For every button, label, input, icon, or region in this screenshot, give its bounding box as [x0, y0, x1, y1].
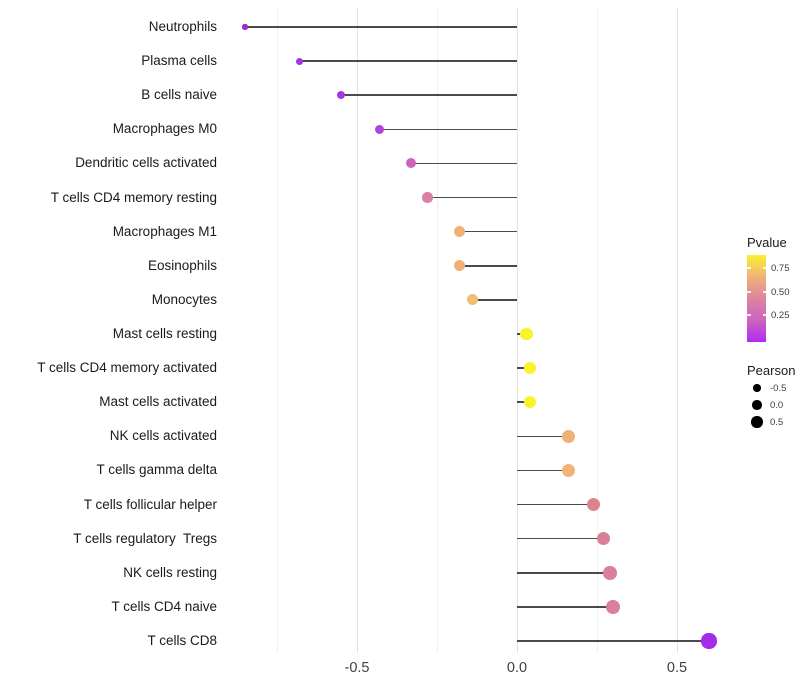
category-label: Mast cells activated	[99, 394, 217, 410]
pvalue-tick-mark	[747, 291, 751, 293]
lollipop-dot	[453, 260, 465, 272]
pearson-legend-dot	[751, 416, 763, 428]
lollipop-dot	[561, 429, 575, 443]
lollipop-stem	[472, 299, 517, 301]
category-label: T cells CD4 naive	[111, 598, 217, 614]
category-label: T cells CD8	[147, 632, 217, 648]
lollipop-dot	[523, 396, 536, 409]
lollipop-dot	[374, 124, 384, 134]
lollipop-dot	[422, 192, 433, 203]
category-label: NK cells activated	[109, 428, 217, 444]
pvalue-tick-label: 0.75	[771, 263, 790, 274]
category-label: Plasma cells	[141, 53, 217, 69]
category-label: Macrophages M1	[112, 223, 217, 239]
pvalue-colorbar	[747, 255, 766, 342]
category-label: T cells regulatory Tregs	[73, 530, 217, 546]
category-label: Macrophages M0	[112, 121, 217, 137]
category-label: B cells naive	[141, 87, 217, 103]
gridline	[436, 8, 438, 653]
category-label: Neutrophils	[148, 19, 217, 34]
lollipop-dot	[523, 361, 536, 375]
lollipop-stem	[245, 26, 517, 28]
pvalue-tick-label: 0.50	[771, 287, 790, 298]
gridline	[356, 8, 358, 653]
lollipop-dot	[561, 463, 575, 477]
gridline	[596, 8, 598, 653]
pvalue-tick-mark	[762, 291, 766, 293]
category-label: T cells gamma delta	[96, 462, 217, 478]
category-label: T cells CD4 memory activated	[37, 360, 217, 376]
lollipop-stem	[517, 640, 709, 642]
pvalue-tick-mark	[762, 314, 766, 316]
lollipop-dot	[336, 91, 346, 100]
lollipop-stem	[459, 230, 517, 233]
x-tick-label: 0.0	[506, 660, 528, 676]
lollipop-dot	[520, 327, 533, 341]
lollipop-dot	[602, 565, 617, 580]
category-label: NK cells resting	[123, 564, 217, 580]
pearson-legend-label: -0.5	[770, 382, 787, 394]
lollipop-stem	[517, 367, 530, 369]
pvalue-tick-label: 0.25	[771, 310, 790, 321]
lollipop-dot	[295, 57, 303, 65]
pearson-legend-label: 0.5	[770, 416, 784, 428]
lollipop-stem	[379, 128, 517, 131]
category-label: Monocytes	[151, 291, 217, 307]
lollipop-dot	[406, 158, 417, 169]
lollipop-stem	[517, 435, 569, 438]
pearson-legend-dot	[753, 384, 761, 392]
gridline	[516, 8, 518, 653]
lollipop-dot	[701, 633, 717, 649]
lollipop-stem	[517, 606, 613, 608]
lollipop-dot	[606, 600, 620, 614]
lollipop-stem	[299, 60, 517, 62]
gridline	[676, 8, 678, 653]
lollipop-stem	[517, 401, 530, 403]
lollipop-stem	[517, 571, 610, 574]
gridline	[276, 8, 278, 653]
x-tick-label: -0.5	[344, 660, 370, 676]
pvalue-tick-mark	[762, 267, 766, 269]
category-label: Eosinophils	[147, 257, 217, 273]
pvalue-legend-title: Pvalue	[747, 235, 787, 250]
category-label: T cells CD4 memory resting	[50, 189, 217, 205]
lollipop-dot	[453, 226, 465, 238]
pearson-legend-label: 0.0	[770, 399, 784, 411]
lollipop-dot	[242, 24, 248, 30]
category-label: Mast cells resting	[112, 325, 217, 341]
lollipop-dot	[587, 497, 601, 512]
lollipop-stem	[517, 537, 604, 540]
lollipop-stem	[517, 469, 569, 472]
lollipop-stem	[459, 264, 517, 267]
lollipop-stem	[427, 196, 517, 199]
category-label: Dendritic cells activated	[75, 155, 217, 171]
category-label: T cells follicular helper	[83, 496, 217, 512]
lollipop-stem	[517, 503, 594, 506]
lollipop-dot	[466, 294, 478, 306]
lollipop-dot	[596, 531, 611, 546]
pearson-legend-dot	[752, 400, 762, 410]
pvalue-tick-mark	[747, 314, 751, 316]
lollipop-stem	[341, 94, 517, 96]
lollipop-stem	[411, 162, 517, 165]
x-tick-label: 0.5	[666, 660, 688, 676]
pvalue-tick-mark	[747, 267, 751, 269]
pearson-legend-title: Pearson	[747, 363, 796, 378]
